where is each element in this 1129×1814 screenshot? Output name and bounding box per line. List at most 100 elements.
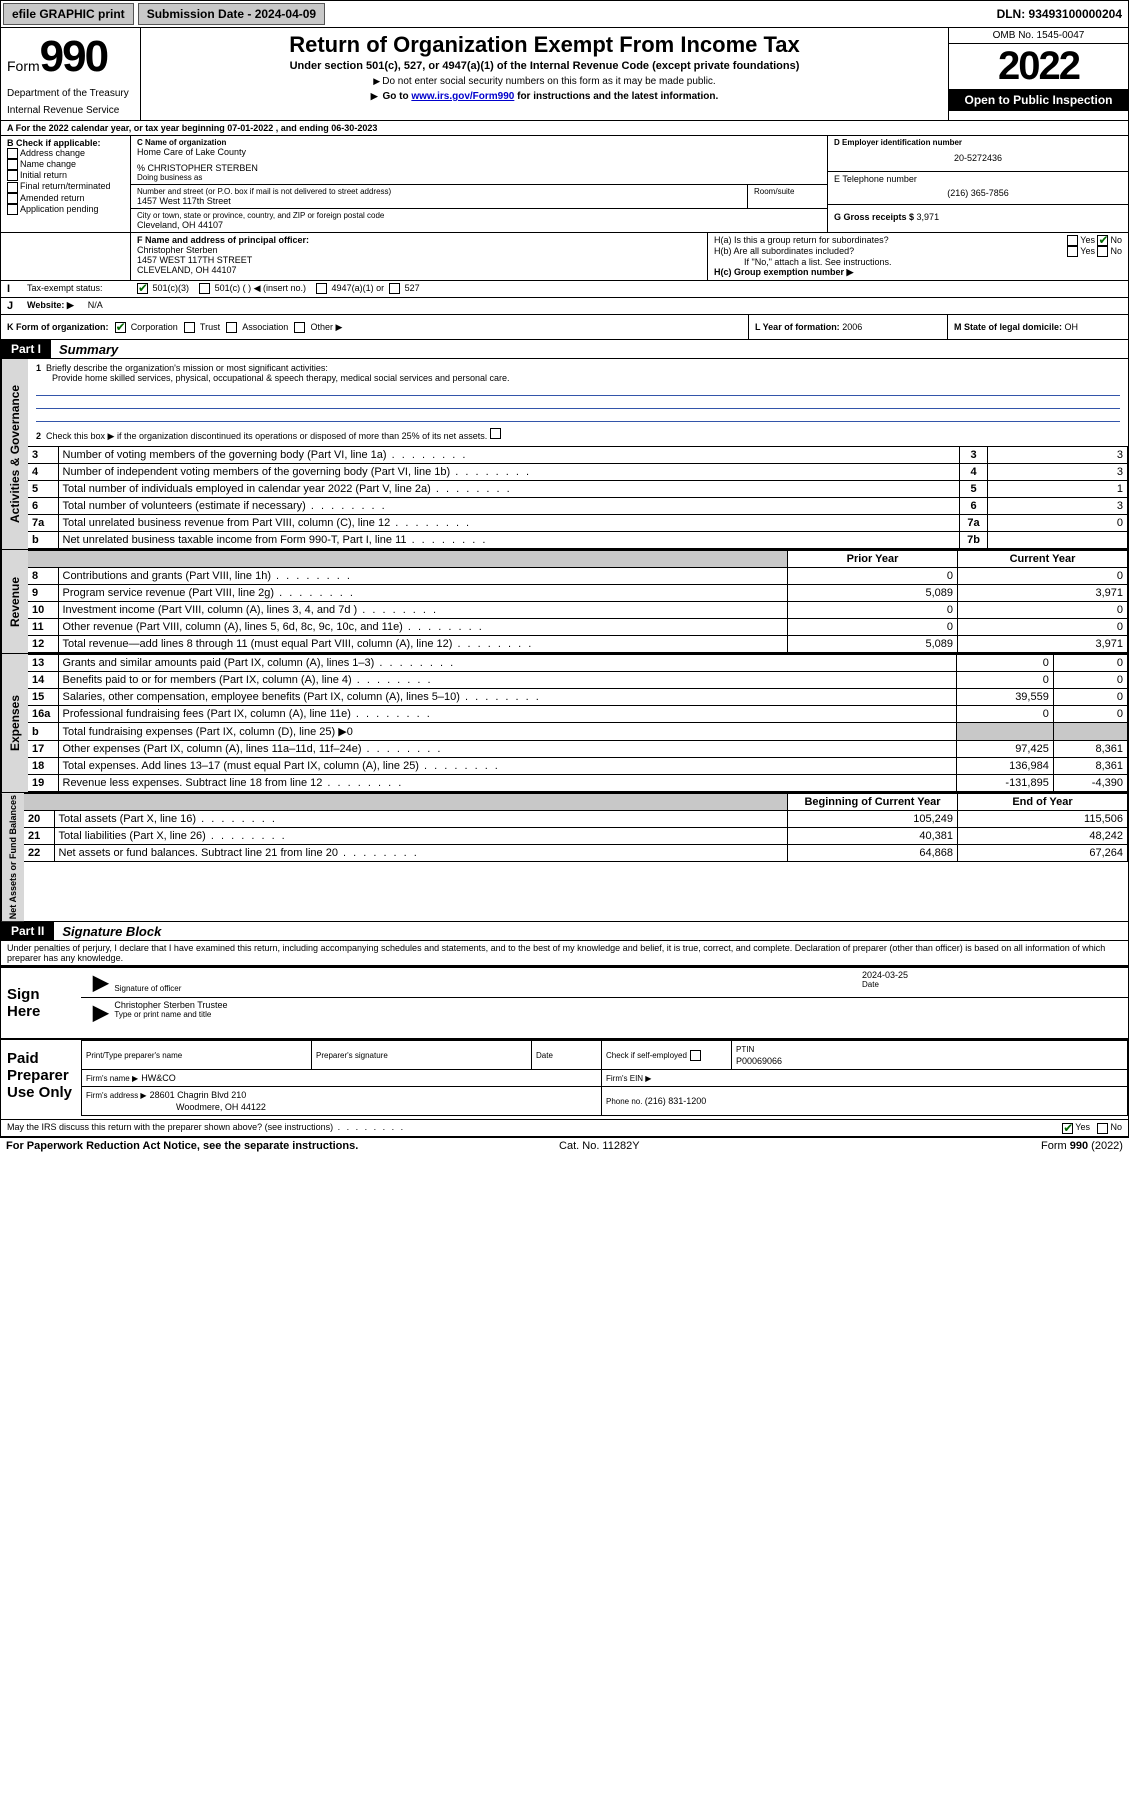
ha-yes-checkbox[interactable] xyxy=(1067,235,1078,246)
hb-yes-checkbox[interactable] xyxy=(1067,246,1078,257)
line-a: A For the 2022 calendar year, or tax yea… xyxy=(0,121,1129,136)
discuss-yes-checkbox[interactable] xyxy=(1062,1123,1073,1134)
tab-revenue: Revenue xyxy=(1,550,28,653)
sign-here-label: Sign Here xyxy=(1,968,81,1038)
expenses-block: Expenses 13 Grants and similar amounts p… xyxy=(0,654,1129,793)
open-to-public: Open to Public Inspection xyxy=(949,89,1128,111)
hb-note: If "No," attach a list. See instructions… xyxy=(714,257,1122,267)
dept-label: Department of the Treasury xyxy=(7,88,134,99)
topbar: efile GRAPHIC print Submission Date - 20… xyxy=(0,0,1129,28)
trust-checkbox[interactable] xyxy=(184,322,195,333)
sign-date: 2024-03-25 xyxy=(862,970,1122,980)
street-address: 1457 West 117th Street xyxy=(137,196,741,206)
form-subtitle2: Do not enter social security numbers on … xyxy=(149,76,940,87)
mission-text: Provide home skilled services, physical,… xyxy=(36,373,1120,383)
irs-label: Internal Revenue Service xyxy=(7,105,134,116)
form-subtitle3: Go to www.irs.gov/Form990 for instructio… xyxy=(149,91,940,102)
amended-return-checkbox[interactable] xyxy=(7,193,18,204)
efile-button[interactable]: efile GRAPHIC print xyxy=(3,3,134,25)
sign-arrow-icon-2: ▶ xyxy=(87,1000,114,1025)
ha-no-checkbox[interactable] xyxy=(1097,235,1108,246)
year-formation: 2006 xyxy=(842,322,862,332)
addr-change-checkbox[interactable] xyxy=(7,148,18,159)
sign-block: Sign Here ▶ Signature of officer 2024-03… xyxy=(0,966,1129,1039)
name-change-checkbox[interactable] xyxy=(7,159,18,170)
527-checkbox[interactable] xyxy=(389,283,400,294)
telephone: (216) 365-7856 xyxy=(834,184,1122,202)
self-employed-checkbox[interactable] xyxy=(690,1050,701,1061)
summary-block: Activities & Governance 1 Briefly descri… xyxy=(0,359,1129,550)
officer-name: Christopher Sterben xyxy=(137,245,701,255)
gross-receipts: 3,971 xyxy=(917,212,940,222)
line-klm: K Form of organization: Corporation Trus… xyxy=(0,315,1129,340)
dba-label: Doing business as xyxy=(137,173,821,182)
form-header: Form990 Department of the Treasury Inter… xyxy=(0,28,1129,121)
part-ii-header: Part II Signature Block xyxy=(0,922,1129,941)
ein: 20-5272436 xyxy=(834,147,1122,169)
c-label: C Name of organization xyxy=(137,138,821,147)
discuss-no-checkbox[interactable] xyxy=(1097,1123,1108,1134)
initial-return-checkbox[interactable] xyxy=(7,170,18,181)
room-label: Room/suite xyxy=(754,187,821,196)
app-pending-checkbox[interactable] xyxy=(7,204,18,215)
city-state-zip: Cleveland, OH 44107 xyxy=(137,220,821,230)
line-i: I Tax-exempt status: 501(c)(3) 501(c) ( … xyxy=(0,281,1129,298)
form-ref: Form 990 (2022) xyxy=(1041,1140,1123,1152)
g-label: G Gross receipts $ xyxy=(834,212,917,222)
domicile-state: OH xyxy=(1065,322,1079,332)
final-return-checkbox[interactable] xyxy=(7,182,18,193)
assoc-checkbox[interactable] xyxy=(226,322,237,333)
paid-preparer-block: Paid Preparer Use Only Print/Type prepar… xyxy=(0,1039,1129,1120)
officer-addr1: 1457 WEST 117TH STREET xyxy=(137,255,701,265)
f-label: F Name and address of principal officer: xyxy=(137,235,701,245)
page-footer: For Paperwork Reduction Act Notice, see … xyxy=(0,1137,1129,1154)
other-checkbox[interactable] xyxy=(294,322,305,333)
ptin: P00069066 xyxy=(736,1056,782,1066)
discuss-row: May the IRS discuss this return with the… xyxy=(0,1120,1129,1136)
bcde-block: B Check if applicable: Address change Na… xyxy=(0,136,1129,233)
netassets-block: Net Assets or Fund Balances Beginning of… xyxy=(0,793,1129,922)
org-name: Home Care of Lake County xyxy=(137,147,821,157)
hb-no-checkbox[interactable] xyxy=(1097,246,1108,257)
d-label: D Employer identification number xyxy=(834,138,1122,147)
revenue-block: Revenue Prior YearCurrent Year8 Contribu… xyxy=(0,550,1129,654)
4947-checkbox[interactable] xyxy=(316,283,327,294)
part-i-header: Part I Summary xyxy=(0,340,1129,359)
firm-address2: Woodmere, OH 44122 xyxy=(86,1102,266,1112)
website: N/A xyxy=(80,298,109,314)
form990-link[interactable]: www.irs.gov/Form990 xyxy=(411,91,514,102)
form-title: Return of Organization Exempt From Incom… xyxy=(149,32,940,58)
firm-address: 28601 Chagrin Blvd 210 xyxy=(150,1090,247,1100)
hb-label: H(b) Are all subordinates included? xyxy=(714,246,1067,257)
revenue-table: Prior YearCurrent Year8 Contributions an… xyxy=(28,550,1128,653)
form-number: 990 xyxy=(40,32,107,81)
form-word: Form xyxy=(7,58,40,74)
fh-block: F Name and address of principal officer:… xyxy=(0,233,1129,281)
firm-name: HW&CO xyxy=(141,1073,176,1083)
signer-name: Christopher Sterben Trustee xyxy=(114,1000,1122,1010)
submission-date-button[interactable]: Submission Date - 2024-04-09 xyxy=(138,3,325,25)
netassets-table: Beginning of Current YearEnd of Year20 T… xyxy=(24,793,1128,862)
sign-arrow-icon: ▶ xyxy=(87,970,114,995)
firm-phone: (216) 831-1200 xyxy=(645,1096,707,1106)
tab-expenses: Expenses xyxy=(1,654,28,792)
tab-governance: Activities & Governance xyxy=(1,359,28,549)
501c-checkbox[interactable] xyxy=(199,283,210,294)
discontinued-checkbox[interactable] xyxy=(490,428,501,439)
b-label: B Check if applicable: xyxy=(7,138,124,148)
city-label: City or town, state or province, country… xyxy=(137,211,821,220)
line-j: J Website: ▶ N/A xyxy=(0,298,1129,315)
tax-year: 2022 xyxy=(949,44,1128,89)
501c3-checkbox[interactable] xyxy=(137,283,148,294)
hc-label: H(c) Group exemption number ▶ xyxy=(714,267,1122,278)
expenses-table: 13 Grants and similar amounts paid (Part… xyxy=(28,654,1128,792)
omb-label: OMB No. 1545-0047 xyxy=(949,28,1128,44)
addr-label: Number and street (or P.O. box if mail i… xyxy=(137,187,741,196)
ha-label: H(a) Is this a group return for subordin… xyxy=(714,235,1067,246)
declaration: Under penalties of perjury, I declare th… xyxy=(0,941,1129,966)
dln-label: DLN: 93493100000204 xyxy=(997,7,1128,21)
corp-checkbox[interactable] xyxy=(115,322,126,333)
tab-netassets: Net Assets or Fund Balances xyxy=(1,793,24,921)
e-label: E Telephone number xyxy=(834,174,1122,184)
paid-preparer-label: Paid Preparer Use Only xyxy=(1,1040,81,1119)
